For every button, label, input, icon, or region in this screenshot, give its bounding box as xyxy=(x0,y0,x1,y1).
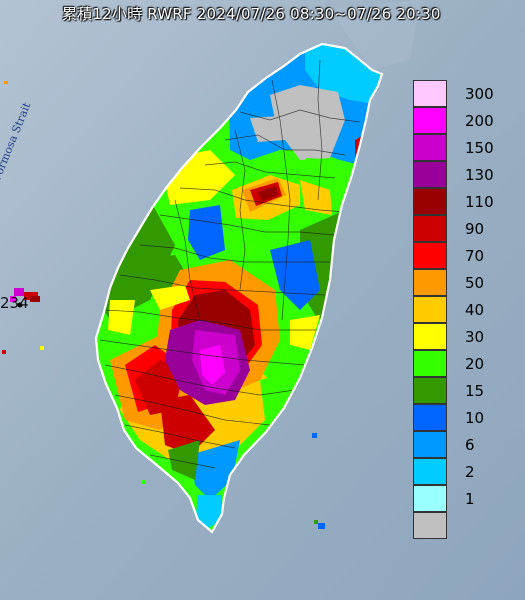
mainland-shade xyxy=(330,0,420,70)
legend-swatch xyxy=(413,404,447,431)
legend-swatch xyxy=(413,242,447,269)
legend-row: 6 xyxy=(413,431,503,458)
legend-row: 40 xyxy=(413,296,503,323)
legend-row xyxy=(413,512,503,539)
legend-label: 1 xyxy=(465,490,475,508)
legend-row: 150 xyxy=(413,134,503,161)
legend-swatch xyxy=(413,377,447,404)
legend-swatch xyxy=(413,323,447,350)
legend-row: 15 xyxy=(413,377,503,404)
legend-swatch xyxy=(413,296,447,323)
legend-label: 70 xyxy=(465,247,485,265)
legend-swatch xyxy=(413,188,447,215)
legend-label: 130 xyxy=(465,166,494,184)
legend-swatch xyxy=(413,458,447,485)
legend-row: 10 xyxy=(413,404,503,431)
legend-label: 50 xyxy=(465,274,485,292)
legend-swatch xyxy=(413,269,447,296)
legend-swatch xyxy=(413,485,447,512)
legend-label: 15 xyxy=(465,382,485,400)
coastline xyxy=(94,42,384,534)
legend-row: 300 xyxy=(413,80,503,107)
legend-swatch xyxy=(413,215,447,242)
map-title: 累積12小時 RWRF 2024/07/26 08:30~07/26 20:30 xyxy=(62,5,441,23)
legend-label: 110 xyxy=(465,193,494,211)
legend-row: 70 xyxy=(413,242,503,269)
legend-label: 10 xyxy=(465,409,485,427)
legend-row: 2 xyxy=(413,458,503,485)
legend-label: 150 xyxy=(465,139,494,157)
legend-row: 130 xyxy=(413,161,503,188)
rainfall-legend: 300 200 150 130 110 90 70 50 40 30 20 15 10 6 2 1 xyxy=(413,80,503,539)
legend-row: 20 xyxy=(413,350,503,377)
legend-swatch xyxy=(413,431,447,458)
county-boundaries xyxy=(99,59,361,469)
legend-swatch xyxy=(413,134,447,161)
legend-row: 30 xyxy=(413,323,503,350)
station-marker xyxy=(17,302,23,308)
legend-row: 1 xyxy=(413,485,503,512)
legend-row: 90 xyxy=(413,215,503,242)
legend-label: 30 xyxy=(465,328,485,346)
legend-label: 6 xyxy=(465,436,475,454)
legend-swatch xyxy=(413,107,447,134)
legend-label: 20 xyxy=(465,355,485,373)
station-value-label: 234 xyxy=(0,294,29,312)
legend-row: 200 xyxy=(413,107,503,134)
legend-swatch xyxy=(413,512,447,539)
legend-label: 2 xyxy=(465,463,475,481)
legend-swatch xyxy=(413,161,447,188)
legend-label: 300 xyxy=(465,85,494,103)
legend-label: 40 xyxy=(465,301,485,319)
offshore-cells xyxy=(2,81,325,529)
legend-label: 90 xyxy=(465,220,485,238)
legend-swatch xyxy=(413,80,447,107)
legend-row: 110 xyxy=(413,188,503,215)
legend-swatch xyxy=(413,350,447,377)
legend-row: 50 xyxy=(413,269,503,296)
legend-label: 200 xyxy=(465,112,494,130)
